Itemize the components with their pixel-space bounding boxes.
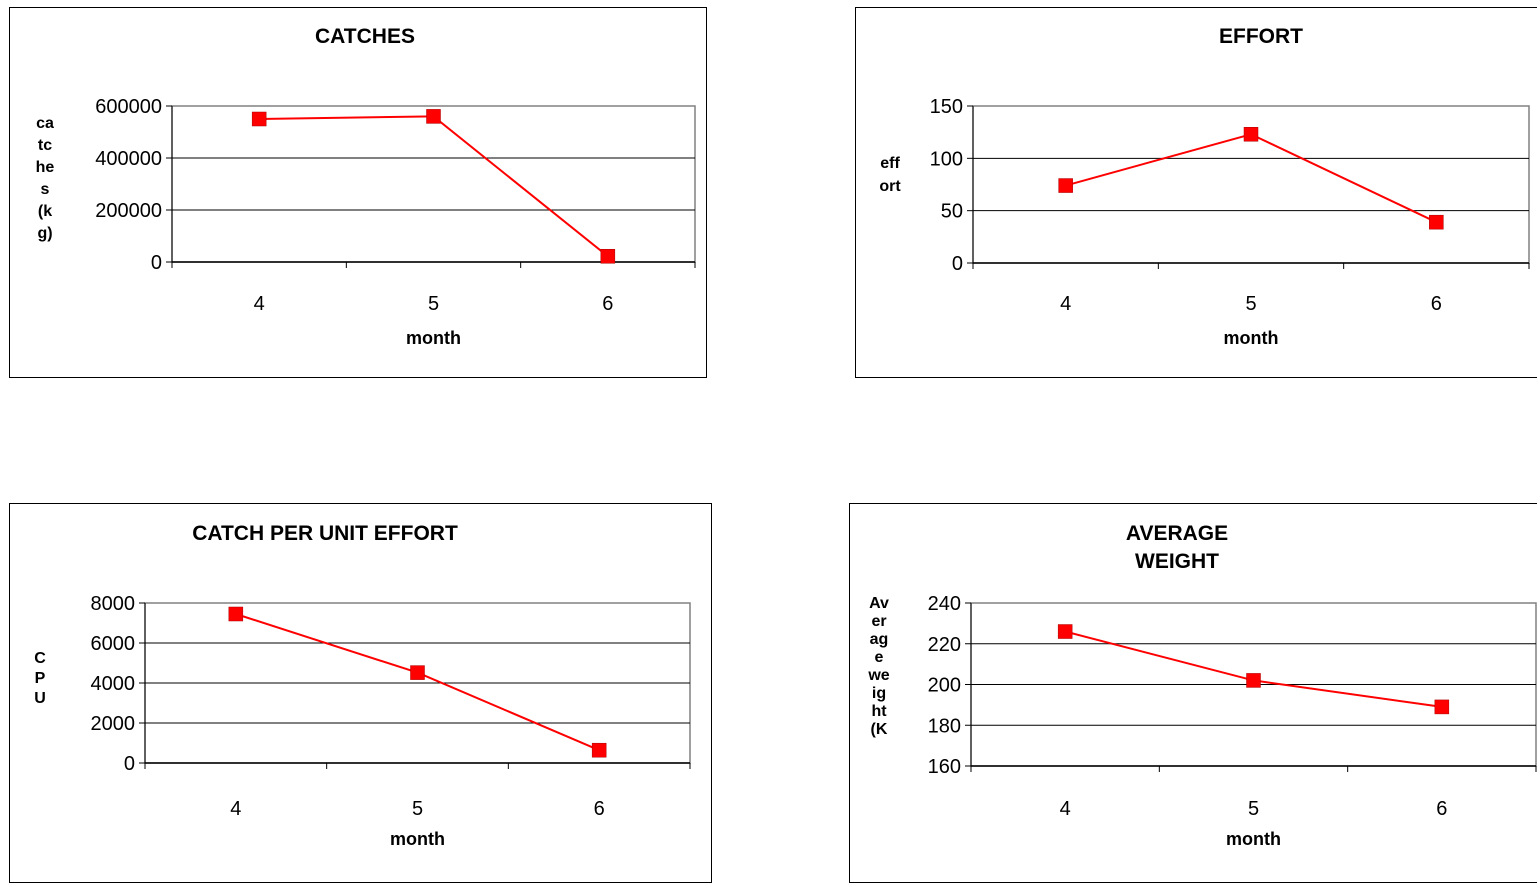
x-tick-label: 6 [1436, 798, 1447, 820]
x-tick-label: 6 [602, 293, 613, 315]
y-axis-label-line: he [36, 159, 55, 176]
y-axis-label-line: e [875, 649, 884, 666]
y-axis-label-line: (k [38, 203, 52, 220]
x-tick-label: 4 [1060, 293, 1071, 315]
x-tick-label: 5 [412, 798, 423, 820]
weight-svg: AVERAGE WEIGHT 160 180 200 220 240 4 5 6 month Aver… [867, 522, 1537, 849]
x-tick-label: 4 [254, 293, 265, 315]
y-tick-label: 4000 [91, 673, 136, 695]
x-tick-label: 6 [1431, 293, 1442, 315]
chart-title: CATCHES [315, 25, 415, 48]
y-tick-label: 160 [928, 756, 961, 778]
y-axis-label-line: er [871, 613, 886, 630]
x-tick-label: 5 [428, 293, 439, 315]
y-axis-label-line: U [34, 690, 46, 707]
y-tick-label: 600000 [95, 96, 162, 118]
x-axis-label: month [1224, 328, 1279, 348]
x-axis-label: month [1226, 829, 1281, 849]
data-point [591, 742, 607, 758]
x-tick-label: 4 [230, 798, 241, 820]
y-axis-label-line: ht [871, 703, 887, 720]
y-axis-label-line: eff [880, 155, 900, 172]
x-axis-label: month [406, 328, 461, 348]
y-tick-label: 0 [952, 253, 963, 275]
y-tick-label: 200 [928, 675, 961, 697]
x-axis-label: month [390, 829, 445, 849]
y-axis-label-line: P [35, 670, 46, 687]
y-axis-label-line: (K [871, 721, 888, 738]
y-tick-label: 180 [928, 715, 961, 737]
x-tick-label: 5 [1248, 798, 1259, 820]
y-tick-label: 220 [928, 634, 961, 656]
plot-area [171, 105, 696, 263]
y-tick-label: 0 [124, 753, 135, 775]
catches-chart: CATCHES 0 200000 400000 600000 4 5 6 month ca tc he… [9, 7, 707, 378]
chart-title: AVERAGE [1126, 522, 1228, 545]
cpue-svg: CATCH PER UNIT EFFORT 0 2000 4000 6000 8000 4 5… [34, 522, 691, 849]
data-point [1058, 178, 1073, 193]
data-point [1434, 699, 1450, 715]
catches-svg: CATCHES 0 200000 400000 600000 4 5 6 month ca tc he… [36, 25, 696, 348]
data-point [600, 249, 616, 264]
y-tick-label: 8000 [91, 593, 136, 615]
y-axis-label-line: Av [869, 595, 889, 612]
y-tick-label: 100 [930, 148, 963, 170]
y-tick-label: 400000 [95, 148, 162, 170]
cpue-chart: CATCH PER UNIT EFFORT 0 2000 4000 6000 8000 4 5… [9, 503, 712, 883]
chart-title: CATCH PER UNIT EFFORT [192, 522, 458, 545]
effort-chart: EFFORT 0 50 100 150 4 5 6 month eff ort [855, 7, 1537, 378]
data-point [251, 111, 267, 127]
y-axis-label-line: s [41, 181, 50, 198]
y-tick-label: 0 [151, 252, 162, 274]
data-point [410, 665, 425, 680]
y-tick-label: 240 [928, 593, 961, 615]
chart-title: WEIGHT [1135, 550, 1219, 573]
y-axis-label: ca tc he s (k g) [36, 115, 55, 242]
y-axis-label-line: C [34, 650, 46, 667]
y-tick-label: 2000 [91, 713, 136, 735]
y-tick-label: 50 [941, 201, 963, 223]
data-point [1243, 127, 1259, 142]
chart-title: EFFORT [1219, 25, 1303, 48]
x-tick-label: 6 [594, 798, 605, 820]
y-axis-label-line: g) [37, 225, 52, 242]
y-axis-label-line: ag [870, 631, 889, 648]
y-tick-label: 6000 [91, 633, 136, 655]
y-tick-label: 200000 [95, 200, 162, 222]
data-point [1246, 673, 1261, 688]
y-axis-label-line: ig [872, 685, 886, 702]
y-axis-label-line: we [867, 667, 889, 684]
x-tick-label: 4 [1060, 798, 1071, 820]
y-axis-label-line: ort [879, 178, 901, 195]
data-point [228, 606, 244, 622]
y-axis-label-line: ca [36, 115, 54, 132]
x-tick-label: 5 [1245, 293, 1256, 315]
data-point [1057, 624, 1073, 639]
average-weight-chart: AVERAGE WEIGHT 160 180 200 220 240 4 5 6 month Av er… [849, 503, 1537, 883]
y-axis-label: CPU [34, 650, 46, 707]
y-tick-label: 150 [930, 96, 963, 118]
y-axis-label-line: tc [38, 137, 52, 154]
y-axis-label: eff ort [879, 155, 901, 195]
effort-svg: EFFORT 0 50 100 150 4 5 6 month eff ort [879, 25, 1530, 348]
data-point [1429, 214, 1444, 230]
data-point [426, 109, 441, 124]
